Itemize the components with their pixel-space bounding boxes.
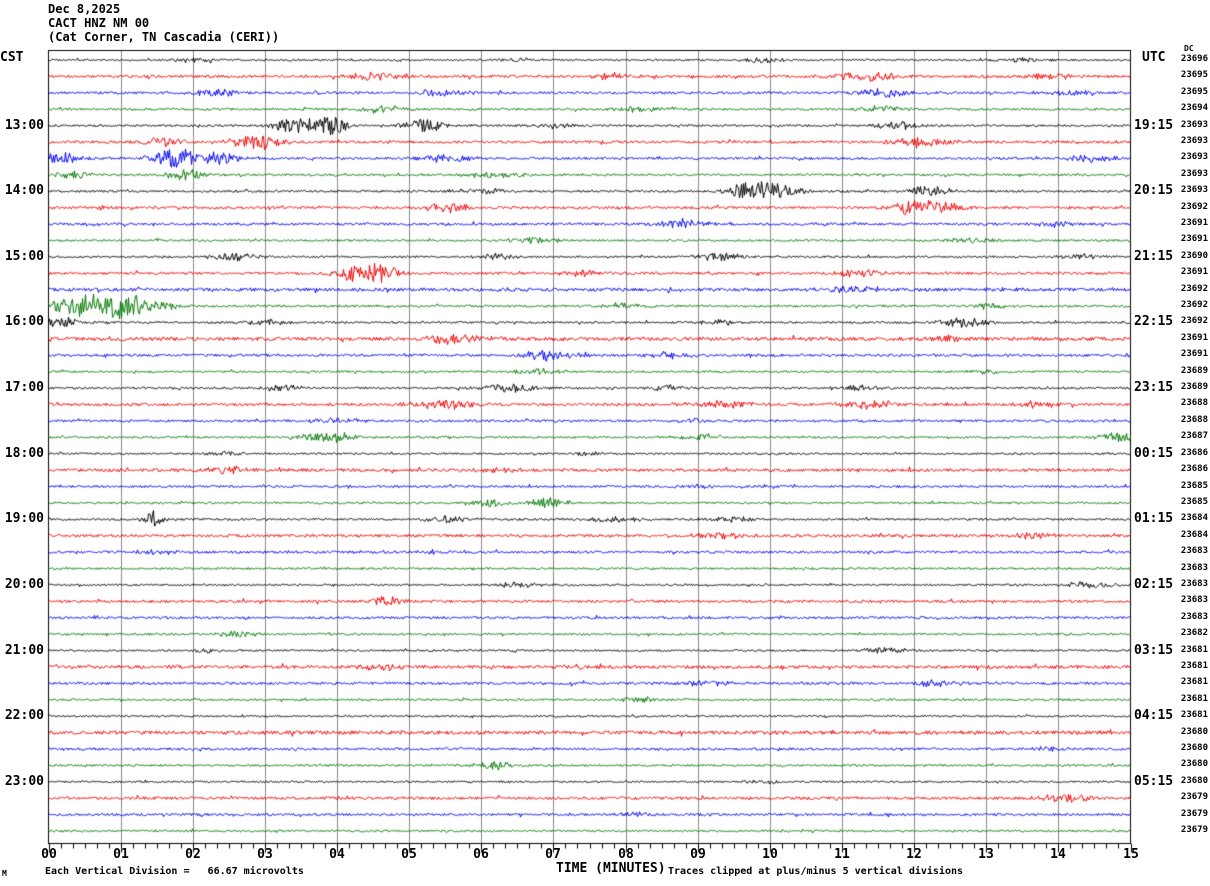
dc-offset-value: 23683 xyxy=(1180,546,1208,556)
utc-hour-label: 21:15 xyxy=(1134,249,1174,264)
dc-offset-value: 23686 xyxy=(1180,448,1208,458)
utc-hour-label: 19:15 xyxy=(1134,118,1174,133)
x-axis-tick-label: 14 xyxy=(1050,847,1066,862)
cst-hour-label: 21:00 xyxy=(4,643,44,658)
dc-offset-value: 23692 xyxy=(1180,202,1208,212)
dc-offset-value: 23693 xyxy=(1180,169,1208,179)
x-axis-tick-label: 08 xyxy=(618,847,634,862)
utc-hour-label: 22:15 xyxy=(1134,314,1174,329)
x-axis-tick-label: 00 xyxy=(41,847,57,862)
utc-hour-label: 04:15 xyxy=(1134,708,1174,723)
dc-offset-value: 23687 xyxy=(1180,431,1208,441)
x-axis-tick-label: 04 xyxy=(329,847,345,862)
dc-offset-value: 23693 xyxy=(1180,152,1208,162)
dc-offset-value: 23688 xyxy=(1180,415,1208,425)
dc-offset-value: 23691 xyxy=(1180,218,1208,228)
dc-offset-value: 23680 xyxy=(1180,776,1208,786)
dc-offset-value: 23696 xyxy=(1180,54,1208,64)
utc-hour-label: 05:15 xyxy=(1134,774,1174,789)
vertical-division-scale-note: Each Vertical Division = 66.67 microvolt… xyxy=(45,866,304,877)
dc-offset-value: 23683 xyxy=(1180,579,1208,589)
dc-offset-value: 23681 xyxy=(1180,645,1208,655)
dc-offset-value: 23681 xyxy=(1180,661,1208,671)
dc-offset-value: 23683 xyxy=(1180,595,1208,605)
utc-hour-label: 01:15 xyxy=(1134,511,1174,526)
utc-hour-label: 03:15 xyxy=(1134,643,1174,658)
cst-hour-label: 13:00 xyxy=(4,118,44,133)
utc-hour-label: 23:15 xyxy=(1134,380,1174,395)
title-station: CACT HNZ NM 00 xyxy=(48,16,150,30)
utc-column-header: UTC xyxy=(1142,50,1166,65)
dc-offset-value: 23680 xyxy=(1180,759,1208,769)
cst-hour-label: 16:00 xyxy=(4,314,44,329)
x-axis-tick-label: 11 xyxy=(834,847,850,862)
dc-offset-value: 23689 xyxy=(1180,366,1208,376)
dc-offset-value: 23681 xyxy=(1180,677,1208,687)
cst-column-header: CST xyxy=(0,50,24,65)
x-axis-title: TIME (MINUTES) xyxy=(556,861,666,876)
cst-hour-label: 19:00 xyxy=(4,511,44,526)
x-axis-tick-label: 07 xyxy=(545,847,561,862)
dc-offset-value: 23688 xyxy=(1180,398,1208,408)
x-axis-tick-label: 10 xyxy=(762,847,778,862)
dc-offset-value: 23679 xyxy=(1180,792,1208,802)
cst-hour-label: 14:00 xyxy=(4,183,44,198)
x-axis-tick-label: 02 xyxy=(185,847,201,862)
x-axis-tick-label: 09 xyxy=(690,847,706,862)
dc-offset-value: 23684 xyxy=(1180,513,1208,523)
dc-offset-value: 23695 xyxy=(1180,70,1208,80)
dc-offset-value: 23681 xyxy=(1180,710,1208,720)
dc-offset-value: 23692 xyxy=(1180,300,1208,310)
x-axis-tick-label: 05 xyxy=(401,847,417,862)
dc-column-header: DC xyxy=(1184,44,1194,53)
dc-offset-value: 23690 xyxy=(1180,251,1208,261)
clip-note: Traces clipped at plus/minus 5 vertical … xyxy=(668,866,964,877)
dc-offset-value: 23691 xyxy=(1180,333,1208,343)
x-axis-tick-label: 13 xyxy=(978,847,994,862)
dc-offset-value: 23692 xyxy=(1180,316,1208,326)
dc-offset-value: 23691 xyxy=(1180,349,1208,359)
dc-offset-value: 23683 xyxy=(1180,563,1208,573)
dc-offset-value: 23684 xyxy=(1180,530,1208,540)
utc-hour-label: 00:15 xyxy=(1134,446,1174,461)
x-axis-tick-label: 03 xyxy=(257,847,273,862)
dc-offset-value: 23691 xyxy=(1180,234,1208,244)
dc-offset-value: 23691 xyxy=(1180,267,1208,277)
cst-hour-label: 18:00 xyxy=(4,446,44,461)
x-axis-tick-label: 01 xyxy=(113,847,129,862)
utc-hour-label: 02:15 xyxy=(1134,577,1174,592)
dc-offset-value: 23695 xyxy=(1180,87,1208,97)
cst-hour-label: 15:00 xyxy=(4,249,44,264)
dc-offset-value: 23683 xyxy=(1180,612,1208,622)
title-location: (Cat Corner, TN Cascadia (CERI)) xyxy=(48,30,280,44)
cst-hour-label: 20:00 xyxy=(4,577,44,592)
x-axis-tick-label: 12 xyxy=(906,847,922,862)
corner-mark: M xyxy=(2,869,7,878)
dc-offset-value: 23682 xyxy=(1180,628,1208,638)
dc-offset-value: 23685 xyxy=(1180,497,1208,507)
cst-hour-label: 17:00 xyxy=(4,380,44,395)
dc-offset-value: 23693 xyxy=(1180,120,1208,130)
x-axis-tick-label: 15 xyxy=(1123,847,1139,862)
dc-offset-value: 23685 xyxy=(1180,481,1208,491)
dc-offset-value: 23692 xyxy=(1180,284,1208,294)
cst-hour-label: 23:00 xyxy=(4,774,44,789)
dc-offset-value: 23694 xyxy=(1180,103,1208,113)
dc-offset-value: 23680 xyxy=(1180,727,1208,737)
dc-offset-value: 23681 xyxy=(1180,694,1208,704)
dc-offset-value: 23693 xyxy=(1180,185,1208,195)
dc-offset-value: 23679 xyxy=(1180,809,1208,819)
dc-offset-value: 23689 xyxy=(1180,382,1208,392)
dc-offset-value: 23693 xyxy=(1180,136,1208,146)
dc-offset-value: 23680 xyxy=(1180,743,1208,753)
dc-offset-value: 23686 xyxy=(1180,464,1208,474)
x-axis-tick-label: 06 xyxy=(473,847,489,862)
dc-offset-value: 23679 xyxy=(1180,825,1208,835)
cst-hour-label: 22:00 xyxy=(4,708,44,723)
title-date: Dec 8,2025 xyxy=(48,2,121,16)
utc-hour-label: 20:15 xyxy=(1134,183,1174,198)
